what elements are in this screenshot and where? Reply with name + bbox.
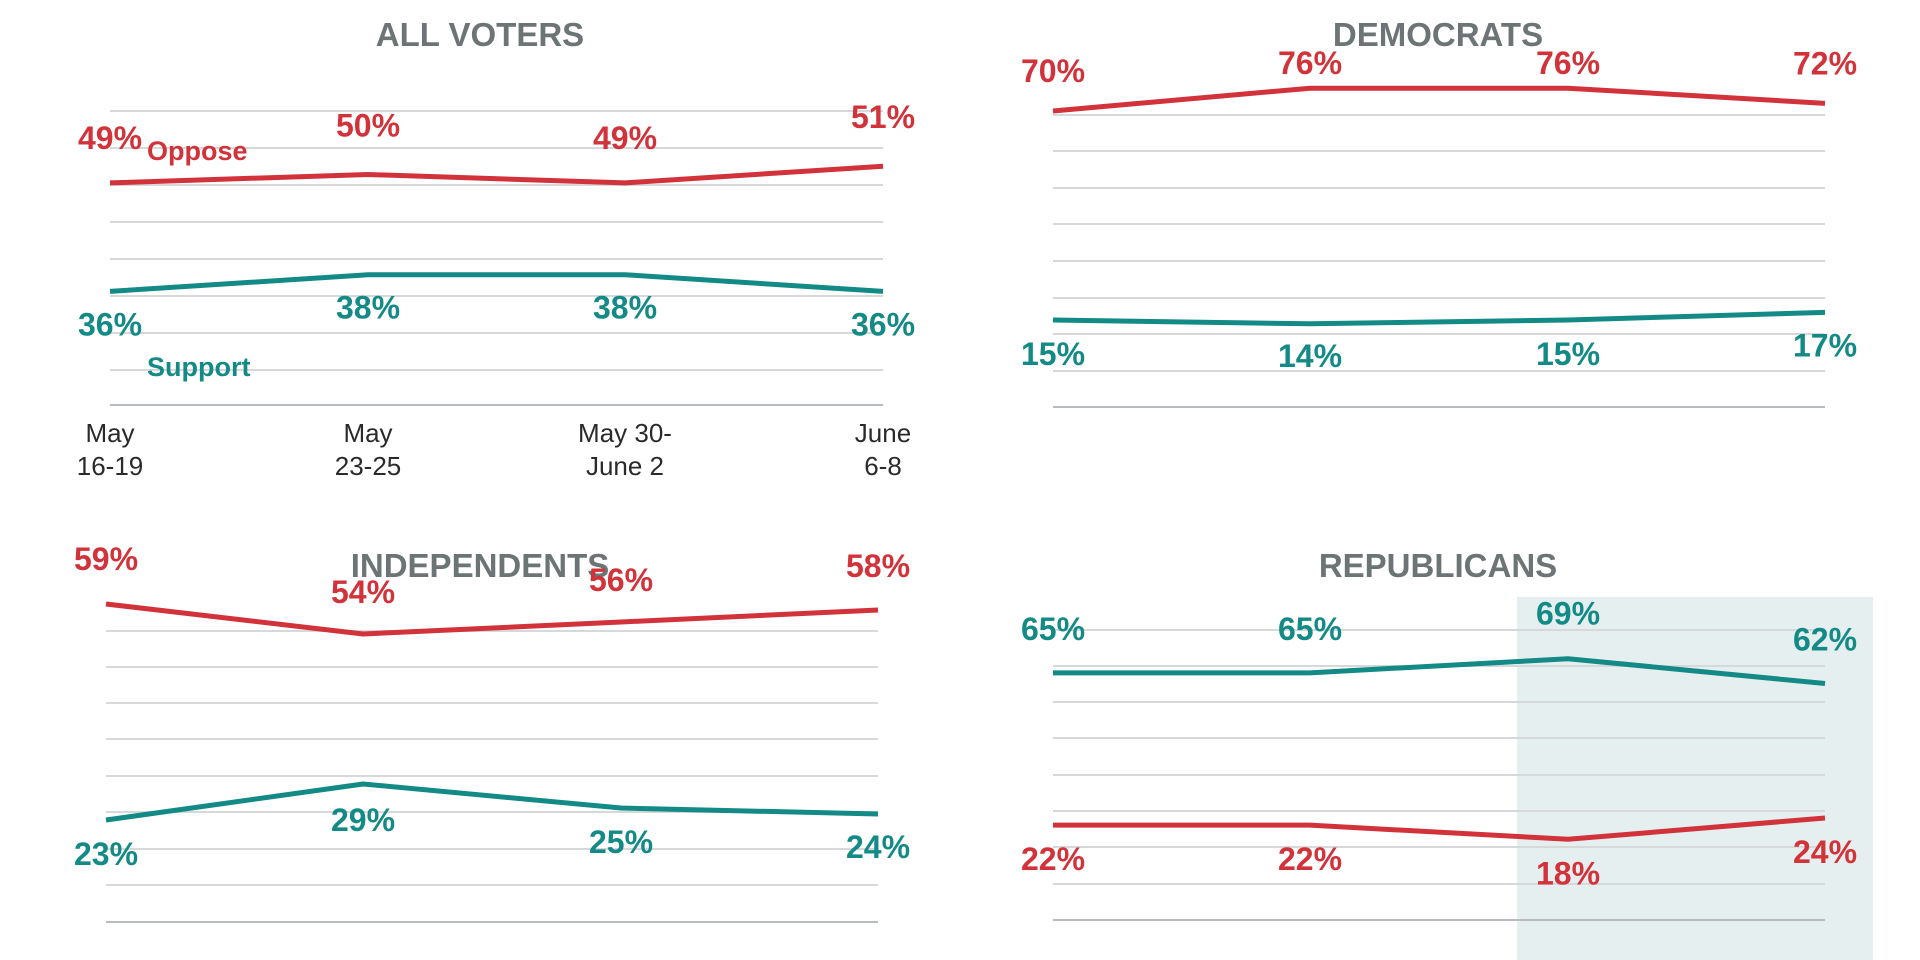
data-label-support: 36% xyxy=(78,306,142,342)
data-label-oppose: 22% xyxy=(1278,841,1342,877)
data-label-support: 36% xyxy=(851,306,915,342)
x-tick-label: May 23-25 xyxy=(335,418,402,481)
data-label-support: 24% xyxy=(846,829,910,865)
data-label-oppose: 51% xyxy=(851,99,915,135)
data-label-oppose: 24% xyxy=(1793,834,1857,870)
data-label-support: 38% xyxy=(336,290,400,326)
panel-title: REPUBLICANS xyxy=(1319,547,1557,584)
series-line-oppose xyxy=(105,601,879,637)
series-line-oppose xyxy=(1053,815,1826,842)
series-line-support xyxy=(105,781,879,823)
chart-panel-all-voters: ALL VOTERS 49% 50% 49% 51% Oppose 36% 38% 38% 36… xyxy=(77,16,915,481)
x-tick-label: May 16-19 xyxy=(77,418,144,481)
data-label-oppose: 18% xyxy=(1536,855,1600,891)
data-label-support: 15% xyxy=(1536,336,1600,372)
data-label-support: 17% xyxy=(1793,327,1857,363)
data-label-support: 65% xyxy=(1278,611,1342,647)
series-line-oppose xyxy=(1052,85,1826,114)
data-label-support: 29% xyxy=(331,802,395,838)
data-label-support: 23% xyxy=(74,836,138,872)
data-label-support: 38% xyxy=(593,290,657,326)
series-name-support: Support xyxy=(147,352,250,382)
series-line-oppose xyxy=(109,163,884,186)
chart-panel-republicans: REPUBLICANS 65% 65% 69% 62% 22% 22% 18% 24% xyxy=(1021,547,1873,960)
chart-panel-democrats: DEMOCRATS 70% 76% 76% 72% 15% 14% 15% 17% xyxy=(1021,16,1857,408)
data-label-support: 14% xyxy=(1278,338,1342,374)
series-line-support xyxy=(1053,656,1826,686)
x-tick-label: June 6-8 xyxy=(855,418,911,481)
data-label-oppose: 59% xyxy=(74,541,138,577)
data-label-oppose: 76% xyxy=(1536,45,1600,81)
data-label-oppose: 76% xyxy=(1278,45,1342,81)
panel-title: DEMOCRATS xyxy=(1333,16,1543,53)
data-label-oppose: 58% xyxy=(846,548,910,584)
data-label-support: 69% xyxy=(1536,596,1600,632)
data-label-oppose: 72% xyxy=(1793,45,1857,81)
x-tick-label: May 30-June 2 xyxy=(578,418,672,481)
data-label-oppose: 50% xyxy=(336,108,400,144)
data-label-oppose: 56% xyxy=(589,562,653,598)
panel-title: INDEPENDENTS xyxy=(351,547,610,584)
series-line-support xyxy=(109,272,884,294)
data-label-oppose: 49% xyxy=(593,120,657,156)
data-label-oppose: 22% xyxy=(1021,841,1085,877)
data-label-oppose: 54% xyxy=(331,574,395,610)
data-label-oppose: 70% xyxy=(1021,53,1085,89)
chart-panel-independents: INDEPENDENTS 59% 54% 56% 58% 23% 29% 25% 24% xyxy=(74,541,910,923)
series-name-oppose: Oppose xyxy=(147,136,248,166)
data-label-support: 65% xyxy=(1021,611,1085,647)
data-label-support: 15% xyxy=(1021,336,1085,372)
data-label-support: 25% xyxy=(589,824,653,860)
data-label-oppose: 49% xyxy=(78,120,142,156)
series-line-support xyxy=(1052,309,1826,327)
data-label-support: 62% xyxy=(1793,622,1857,658)
panel-title: ALL VOTERS xyxy=(376,16,584,53)
